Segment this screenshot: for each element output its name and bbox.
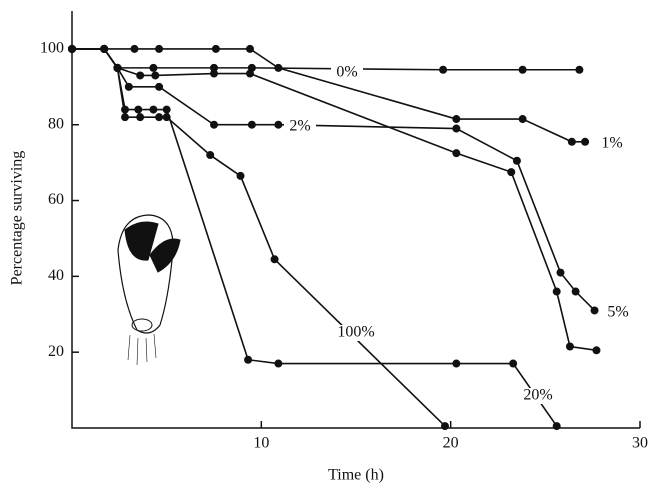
- y-tick-label: 40: [48, 267, 64, 284]
- series-label: 1%: [601, 135, 622, 152]
- data-point: [552, 287, 561, 296]
- data-point: [274, 359, 283, 368]
- y-tick-label: 80: [48, 115, 64, 132]
- series-label: 2%: [289, 118, 310, 135]
- x-tick-label: 30: [632, 435, 648, 452]
- series-label-bg: [340, 325, 372, 341]
- data-point: [206, 151, 215, 160]
- data-point: [245, 69, 254, 78]
- series-line: [72, 48, 597, 352]
- series-label: 100%: [337, 324, 374, 341]
- data-point: [452, 124, 461, 133]
- data-point: [136, 71, 145, 80]
- data-point: [507, 168, 516, 177]
- data-point: [274, 120, 283, 129]
- data-point: [245, 44, 254, 53]
- data-point: [274, 63, 283, 72]
- y-tick-label: 60: [48, 191, 64, 208]
- x-tick-label: 20: [443, 435, 459, 452]
- data-point: [113, 63, 122, 72]
- data-point: [162, 113, 171, 122]
- data-point: [155, 113, 164, 122]
- data-point: [518, 115, 527, 124]
- x-axis-label: Time (h): [328, 467, 384, 484]
- data-point: [509, 359, 518, 368]
- data-point: [210, 63, 218, 72]
- data-point: [130, 44, 139, 53]
- series-label-bg: [602, 305, 634, 321]
- data-point: [552, 422, 561, 431]
- data-point: [512, 156, 521, 165]
- data-point: [592, 346, 601, 355]
- data-point: [162, 105, 171, 114]
- data-point: [68, 44, 76, 53]
- data-point: [121, 113, 130, 122]
- series-label-bg: [331, 65, 363, 81]
- data-point: [247, 120, 256, 129]
- series-line: [72, 48, 580, 71]
- data-point: [581, 137, 590, 146]
- data-point: [440, 422, 449, 431]
- data-point: [567, 137, 576, 146]
- cell-illustration: [117, 214, 181, 366]
- data-point: [155, 44, 164, 53]
- data-point: [575, 65, 584, 74]
- y-tick-label: 20: [48, 343, 64, 360]
- data-point: [439, 65, 448, 74]
- data-point: [155, 82, 164, 91]
- series-line: [72, 48, 596, 312]
- data-point: [149, 105, 158, 114]
- data-point: [565, 342, 574, 351]
- data-point: [211, 44, 220, 53]
- data-point: [518, 65, 527, 74]
- series-label-bg: [522, 388, 554, 404]
- series-label: 20%: [523, 387, 552, 404]
- series-label: 5%: [607, 304, 628, 321]
- data-point: [100, 44, 109, 53]
- data-point: [244, 355, 253, 364]
- x-tick-label: 10: [253, 435, 269, 452]
- data-point: [556, 268, 565, 277]
- data-point: [452, 359, 461, 368]
- y-axis-label: Percentage surviving: [9, 151, 26, 286]
- series-label-bg: [284, 119, 316, 135]
- data-point: [134, 105, 143, 114]
- data-point: [571, 287, 580, 296]
- data-point: [210, 69, 218, 78]
- series-label: 0%: [336, 64, 357, 81]
- data-point: [452, 149, 461, 158]
- data-point: [136, 113, 145, 122]
- data-point: [270, 255, 279, 264]
- data-point: [452, 115, 461, 124]
- y-tick-label: 100: [40, 40, 64, 57]
- data-point: [236, 171, 245, 180]
- data-point: [590, 306, 599, 315]
- data-point: [124, 82, 133, 91]
- data-point: [149, 63, 158, 72]
- series-line: [72, 48, 586, 143]
- series-label-bg: [596, 136, 628, 152]
- data-point: [210, 120, 218, 129]
- data-point: [151, 71, 160, 80]
